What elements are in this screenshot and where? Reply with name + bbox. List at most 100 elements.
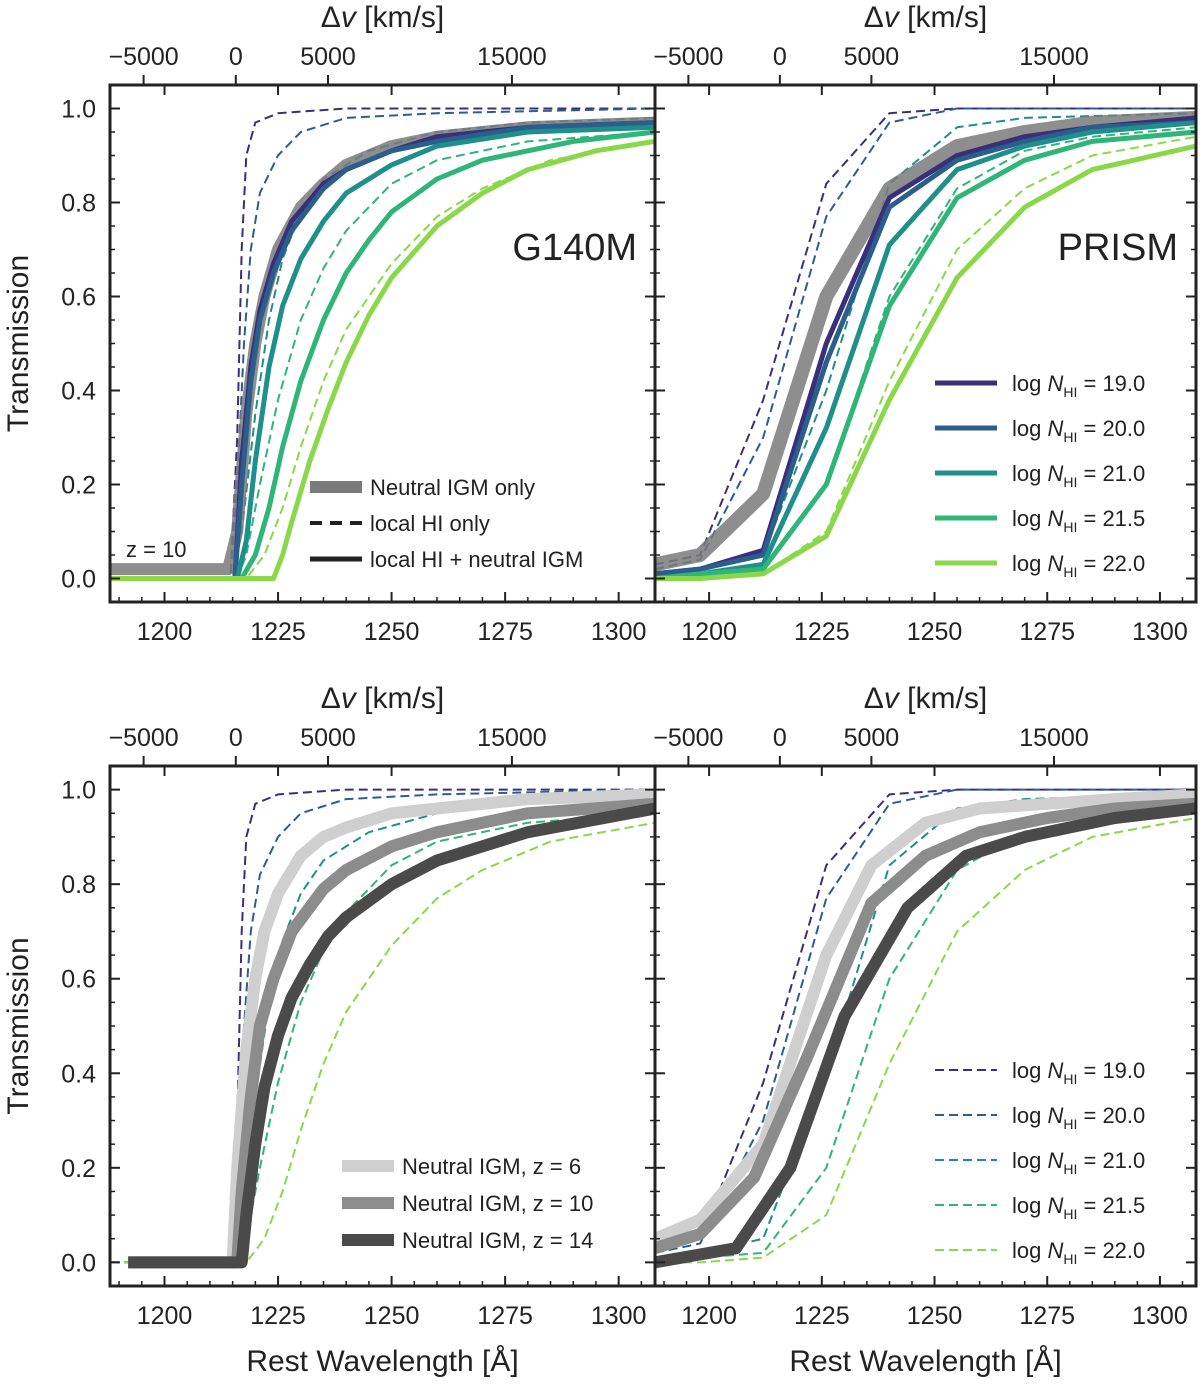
legend-label: log NHI = 22.0 xyxy=(1012,551,1145,580)
top-tick-label: 15000 xyxy=(477,43,547,71)
legend: Neutral IGM, z = 6 Neutral IGM, z = 10 Neu… xyxy=(342,1154,593,1253)
series-line xyxy=(110,129,655,581)
series-group xyxy=(655,788,1196,1269)
y-axis-label: Transmission xyxy=(2,255,35,432)
panel-bottom-right: 1200 1225 1250 1275 1300 −5000 0 5000 15000 Δv [k… xyxy=(653,682,1198,1378)
panel-bottom-left: 1200 1225 1250 1275 1300 0.0 0.2 0.4 0.6 0.8 1.0 −5… xyxy=(2,682,657,1378)
legend: Neutral IGM only local HI only local HI + … xyxy=(310,475,583,572)
panel-title: G140M xyxy=(512,227,637,269)
legend-label: local HI only xyxy=(370,511,490,536)
series-line xyxy=(128,797,655,1269)
top-tick-label: −5000 xyxy=(108,724,178,752)
series-group xyxy=(110,107,655,581)
y-axis-label: Transmission xyxy=(2,937,35,1114)
y-tick-label: 0.6 xyxy=(61,966,96,994)
x-tick-label: 1275 xyxy=(1019,618,1075,646)
x-tick-label: 1200 xyxy=(137,618,193,646)
y-tick-label: 1.0 xyxy=(61,777,96,805)
top-tick-label: −5000 xyxy=(653,724,723,752)
top-axis-label: Δv [km/s] xyxy=(321,1,444,34)
x-tick-label: 1225 xyxy=(250,1302,306,1330)
top-tick-label: 0 xyxy=(773,724,787,752)
series-line xyxy=(110,140,655,580)
redshift-annotation: z = 10 xyxy=(126,537,187,562)
series-line xyxy=(232,120,655,579)
top-tick-label: 5000 xyxy=(844,724,900,752)
legend: log NHI = 19.0 log NHI = 20.0 log NHI = 21… xyxy=(935,1058,1145,1267)
series-line xyxy=(110,116,655,576)
top-tick-label: 15000 xyxy=(1019,724,1089,752)
top-tick-label: 0 xyxy=(773,43,787,71)
series-line xyxy=(655,120,1196,577)
legend-label: Neutral IGM, z = 10 xyxy=(402,1191,593,1216)
series-line xyxy=(655,797,1196,1254)
legend-label: Neutral IGM, z = 6 xyxy=(402,1154,581,1179)
top-axis-label: Δv [km/s] xyxy=(864,682,987,715)
top-tick-label: −5000 xyxy=(108,43,178,71)
series-line xyxy=(110,124,655,581)
y-tick-label: 0.0 xyxy=(61,1249,96,1277)
x-tick-label: 1250 xyxy=(907,618,963,646)
legend-label: local HI + neutral IGM xyxy=(370,547,583,572)
x-axis-label: Rest Wavelength [Å] xyxy=(789,1345,1061,1378)
series-line xyxy=(110,116,655,580)
x-tick-label: 1250 xyxy=(907,1302,963,1330)
x-tick-label: 1250 xyxy=(364,1302,420,1330)
panel-top-left: 1200 1225 1250 1275 1300 0.0 0.2 0.4 0.6 0.8 1.0 −5… xyxy=(2,1,657,646)
series-group xyxy=(655,107,1196,581)
x-tick-label: 1275 xyxy=(477,1302,533,1330)
y-tick-label: 0.8 xyxy=(61,871,96,899)
y-tick-label: 0.2 xyxy=(61,1155,96,1183)
top-axis-label: Δv [km/s] xyxy=(864,1,987,34)
series-line xyxy=(655,817,1196,1264)
series-line xyxy=(655,126,1196,575)
panel-title: PRISM xyxy=(1058,227,1178,269)
series-line xyxy=(655,129,1196,581)
x-tick-label: 1225 xyxy=(794,618,850,646)
legend-label: log NHI = 19.0 xyxy=(1012,371,1145,400)
top-tick-label: 15000 xyxy=(1019,43,1089,71)
x-tick-label: 1225 xyxy=(794,1302,850,1330)
legend-label: Neutral IGM, z = 14 xyxy=(402,1228,593,1253)
series-line xyxy=(655,802,1196,1269)
legend-label: log NHI = 19.0 xyxy=(1012,1058,1145,1087)
series-line xyxy=(110,788,655,1264)
panel-top-right: 1200 1225 1250 1275 1300 −5000 0 5000 15000 Δv [k… xyxy=(653,1,1198,646)
top-tick-label: 0 xyxy=(229,43,243,71)
top-tick-label: 15000 xyxy=(477,724,547,752)
y-tick-label: 1.0 xyxy=(61,96,96,124)
x-tick-label: 1300 xyxy=(1132,1302,1188,1330)
x-tick-label: 1200 xyxy=(681,618,737,646)
legend-label: Neutral IGM only xyxy=(370,475,535,500)
series-line xyxy=(128,788,655,1269)
x-tick-label: 1275 xyxy=(1019,1302,1075,1330)
series-line xyxy=(110,107,655,580)
legend: log NHI = 19.0 log NHI = 20.0 log NHI = 21… xyxy=(935,371,1145,580)
top-tick-label: 5000 xyxy=(300,724,356,752)
top-tick-label: −5000 xyxy=(653,43,723,71)
legend-label: log NHI = 21.5 xyxy=(1012,506,1145,535)
legend-label: log NHI = 21.0 xyxy=(1012,1148,1145,1177)
top-tick-label: 0 xyxy=(229,724,243,752)
x-tick-label: 1300 xyxy=(1132,618,1188,646)
x-tick-label: 1300 xyxy=(591,1302,647,1330)
legend-label: log NHI = 20.0 xyxy=(1012,1103,1145,1132)
legend-label: log NHI = 21.0 xyxy=(1012,461,1145,490)
y-tick-label: 0.0 xyxy=(61,566,96,594)
y-tick-label: 0.2 xyxy=(61,472,96,500)
series-group xyxy=(110,788,655,1269)
x-tick-label: 1200 xyxy=(137,1302,193,1330)
top-tick-label: 5000 xyxy=(300,43,356,71)
legend-label: log NHI = 22.0 xyxy=(1012,1238,1145,1267)
legend-label: log NHI = 21.5 xyxy=(1012,1193,1145,1222)
x-axis-label: Rest Wavelength [Å] xyxy=(246,1345,518,1378)
series-line xyxy=(110,138,655,581)
y-tick-label: 0.4 xyxy=(61,1060,96,1088)
series-line xyxy=(110,131,655,580)
legend-label: log NHI = 20.0 xyxy=(1012,416,1145,445)
y-tick-label: 0.8 xyxy=(61,190,96,218)
x-tick-label: 1225 xyxy=(250,618,306,646)
series-line xyxy=(655,788,1196,1254)
series-line xyxy=(655,135,1196,580)
